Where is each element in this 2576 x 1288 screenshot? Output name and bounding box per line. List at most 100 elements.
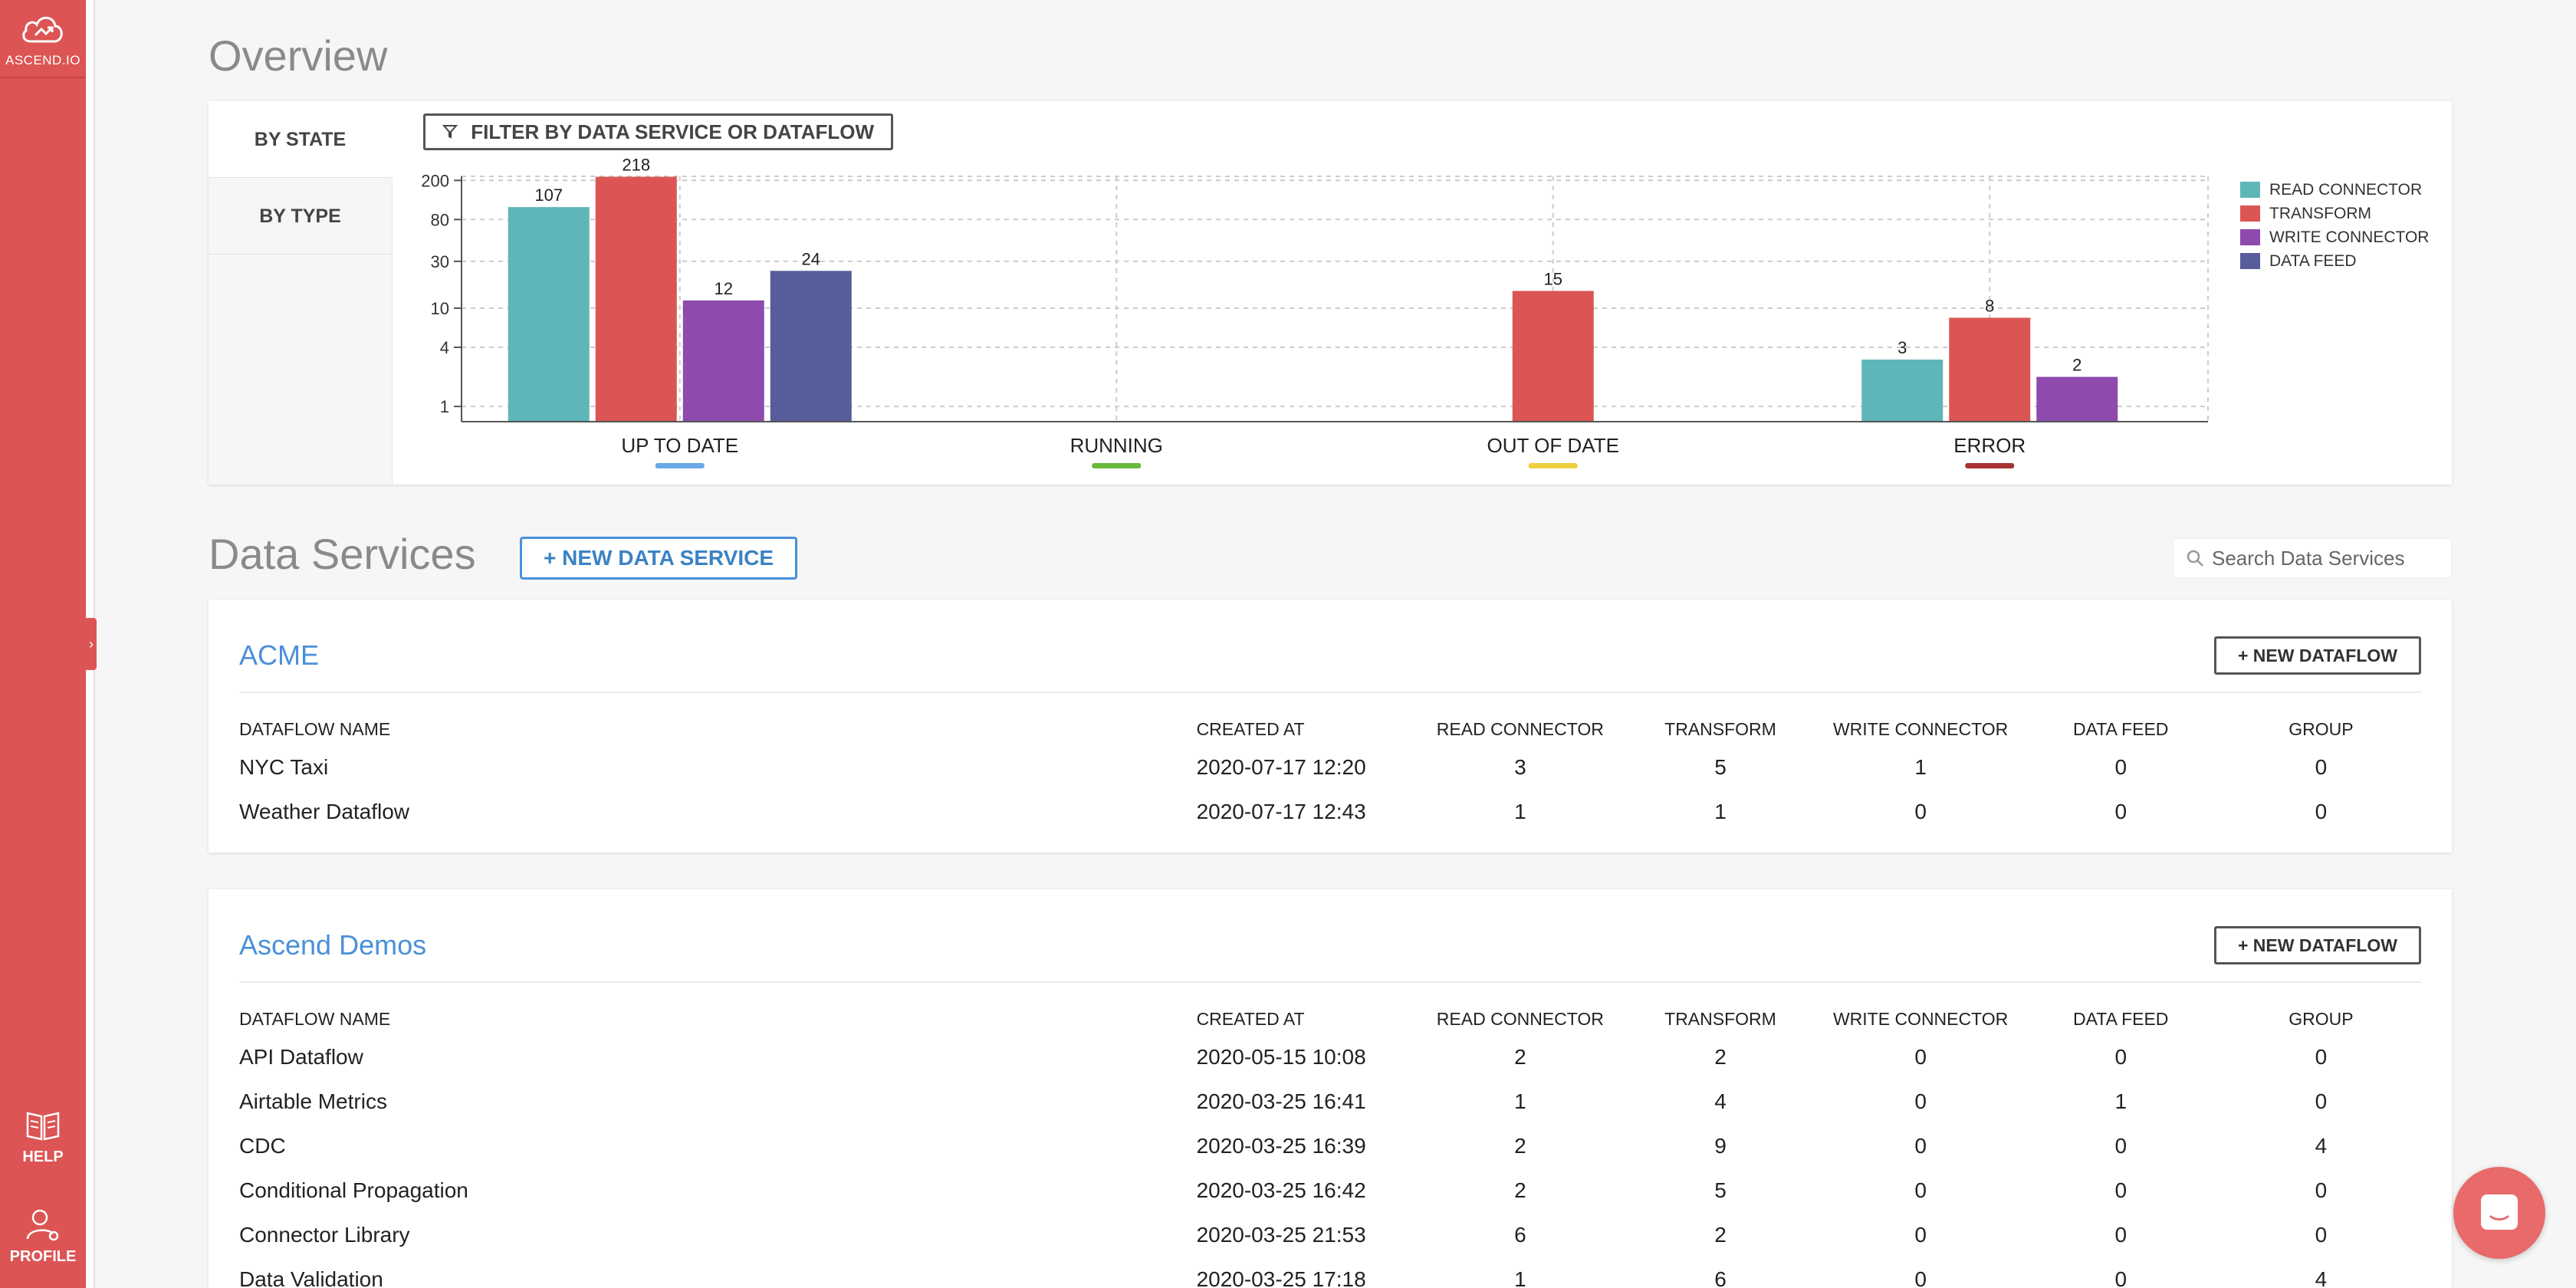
dataflow-name-link[interactable]: API Dataflow [239,1045,363,1069]
cell-group: 0 [2315,800,2328,823]
cell-write: 0 [1914,1089,1927,1113]
cell-group: 4 [2315,1267,2328,1288]
cell-group: 0 [2315,1223,2328,1247]
new-data-service-button[interactable]: + NEW DATA SERVICE [520,537,798,580]
divider [239,692,2421,693]
column-header: DATAFLOW NAME [239,1008,391,1029]
legend-item[interactable]: DATA FEED [2240,249,2429,273]
cell-transform: 4 [1714,1089,1727,1113]
help-button[interactable]: HELP [0,1109,86,1166]
cell-created: 2020-03-25 16:39 [1196,1134,1366,1158]
cell-write: 0 [1914,1045,1927,1069]
bar [508,207,590,422]
tab-by-type[interactable]: BY TYPE [209,178,392,255]
sidebar-collapse-toggle[interactable]: › [86,618,97,670]
dataflow-name-link[interactable]: NYC Taxi [239,755,329,779]
cell-created: 2020-03-25 17:18 [1196,1267,1366,1288]
bar-value-label: 2 [2072,356,2082,375]
column-header: GROUP [2288,1008,2354,1029]
x-category-label: OUT OF DATE [1487,434,1619,457]
cell-created: 2020-07-17 12:20 [1196,755,1366,779]
legend-swatch [2240,182,2260,198]
legend-label: DATA FEED [2269,251,2357,270]
profile-button[interactable]: PROFILE [0,1208,86,1266]
cell-group: 4 [2315,1134,2328,1158]
column-header: WRITE CONNECTOR [1832,1008,2009,1029]
y-tick-label: 80 [431,210,449,229]
cloud-logo-icon [22,16,63,43]
bar-value-label: 218 [622,156,650,175]
column-header: CREATED AT [1196,1008,1305,1029]
legend-label: READ CONNECTOR [2269,180,2423,199]
cell-feed: 0 [2114,1045,2128,1069]
search-input[interactable] [2212,546,2442,570]
y-tick-label: 200 [421,171,449,190]
column-header: TRANSFORM [1664,718,1776,739]
bar-value-label: 8 [1985,296,1994,315]
divider [239,981,2421,983]
column-header: CREATED AT [1196,718,1305,739]
dataflow-name-link[interactable]: Conditional Propagation [239,1178,468,1202]
new-dataflow-button[interactable]: + NEW DATAFLOW [2213,926,2421,964]
help-label: HELP [22,1148,64,1165]
x-category-label: RUNNING [1070,434,1163,457]
bar [1861,360,1944,422]
cell-read: 1 [1514,1089,1526,1113]
x-category-label: ERROR [1953,434,2026,457]
category-state-indicator [655,463,705,468]
cell-feed: 0 [2114,1178,2128,1202]
data-service-name-link[interactable]: Ascend Demos [239,929,427,961]
cell-transform: 9 [1714,1134,1727,1158]
legend-item[interactable]: READ CONNECTOR [2240,178,2429,202]
cell-feed: 1 [2114,1089,2128,1113]
dataflow-name-link[interactable]: Data Validation [239,1267,383,1288]
legend-label: WRITE CONNECTOR [2269,228,2430,246]
legend-swatch [2240,253,2260,269]
filter-icon [442,120,463,143]
chat-launcher-button[interactable] [2453,1167,2545,1259]
dataflow-name-link[interactable]: Weather Dataflow [239,800,410,823]
cell-feed: 0 [2114,755,2128,779]
search-box [2173,538,2452,578]
cell-read: 2 [1514,1045,1526,1069]
overview-tabs: BY STATE BY TYPE [209,101,393,485]
x-category-label: UP TO DATE [621,434,738,457]
table-row: Conditional Propagation 2020-03-25 16:42 2… [239,1168,2421,1213]
user-settings-icon [26,1209,59,1241]
cell-group: 0 [2315,755,2328,779]
bar [770,271,852,422]
book-icon [26,1112,60,1141]
cell-transform: 2 [1714,1045,1727,1069]
brand-logo-link[interactable]: ASCEND.IO [0,0,86,78]
cell-group: 0 [2315,1089,2328,1113]
sidebar: ASCEND.IO HELP PROFILE [0,0,86,1288]
bar-value-label: 12 [715,279,733,298]
overview-card: BY STATE BY TYPE FILTER BY DATA SERVICE … [209,101,2452,485]
cell-created: 2020-05-15 10:08 [1196,1045,1366,1069]
bar [595,176,677,422]
tab-by-state[interactable]: BY STATE [209,101,393,178]
table-row: Connector Library 2020-03-25 21:53 6 2 0 0 0 [239,1213,2421,1257]
cell-read: 3 [1514,755,1526,779]
cell-write: 0 [1914,1178,1927,1202]
legend-item[interactable]: TRANSFORM [2240,202,2429,225]
filter-button[interactable]: FILTER BY DATA SERVICE OR DATAFLOW [423,113,893,150]
dataflow-table: DATAFLOW NAME CREATED AT READ CONNECTOR TRA… [239,713,2421,834]
column-header: WRITE CONNECTOR [1832,718,2009,739]
dataflow-name-link[interactable]: CDC [239,1134,286,1158]
cell-created: 2020-03-25 16:42 [1196,1178,1366,1202]
table-row: Airtable Metrics 2020-03-25 16:41 1 4 0 1 0 [239,1079,2421,1124]
data-service-name-link[interactable]: ACME [239,639,320,671]
legend-item[interactable]: WRITE CONNECTOR [2240,225,2429,249]
dataflow-name-link[interactable]: Connector Library [239,1223,410,1247]
data-service-card: Ascend Demos + NEW DATAFLOW DATAFLOW NAME C… [209,889,2452,1288]
table-row: NYC Taxi 2020-07-17 12:20 3 5 1 0 0 [239,745,2421,790]
column-header: DATAFLOW NAME [239,718,391,739]
new-dataflow-button[interactable]: + NEW DATAFLOW [2213,636,2421,675]
dataflow-name-link[interactable]: Airtable Metrics [239,1089,387,1113]
column-header: GROUP [2288,718,2354,739]
table-row: CDC 2020-03-25 16:39 2 9 0 0 4 [239,1124,2421,1168]
cell-created: 2020-07-17 12:43 [1196,800,1366,823]
table-row: Weather Dataflow 2020-07-17 12:43 1 1 0 0 0 [239,790,2421,834]
column-header: READ CONNECTOR [1436,1008,1604,1029]
